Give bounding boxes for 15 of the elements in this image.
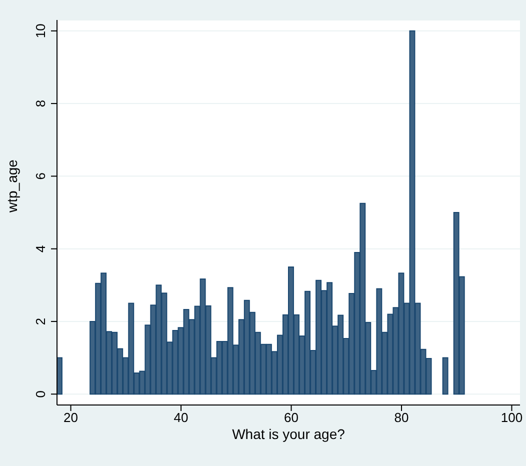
y-tick-label: 2	[33, 318, 48, 326]
bar	[57, 357, 62, 395]
y-axis-title: wtp_age	[4, 159, 20, 214]
y-tick-label: 10	[33, 24, 48, 38]
y-tick-label: 8	[33, 100, 48, 108]
x-tick-label: 40	[174, 410, 188, 426]
y-tick-label: 6	[33, 172, 48, 180]
bar	[442, 357, 448, 395]
x-axis-title: What is your age?	[232, 426, 346, 442]
y-tick-label: 4	[33, 245, 48, 252]
x-tick-label: 60	[284, 410, 298, 426]
y-tick-label: 0	[33, 390, 48, 398]
x-tick-label: 80	[394, 410, 409, 426]
x-tick-label: 20	[64, 410, 78, 426]
x-tick-label: 100	[500, 410, 523, 426]
